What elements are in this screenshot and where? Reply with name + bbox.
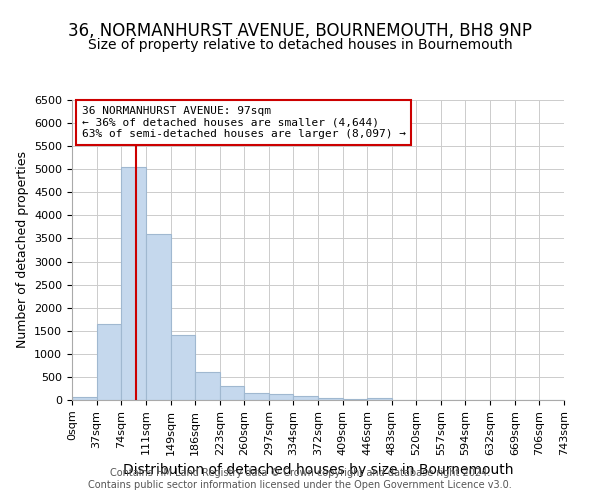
Bar (343, 399, 367, 400)
Bar (146, 234, 170, 400)
Bar (367, 398, 392, 400)
Y-axis label: Number of detached properties: Number of detached properties (16, 152, 29, 348)
Text: 36 NORMANHURST AVENUE: 97sqm
← 36% of detached houses are smaller (4,644)
63% of: 36 NORMANHURST AVENUE: 97sqm ← 36% of de… (82, 106, 406, 139)
Bar (293, 396, 319, 400)
Bar (170, 336, 195, 400)
Bar (319, 398, 343, 400)
Bar (121, 167, 146, 400)
X-axis label: Distribution of detached houses by size in Bournemouth: Distribution of detached houses by size … (123, 463, 513, 477)
Text: Contains HM Land Registry data © Crown copyright and database right 2024.
Contai: Contains HM Land Registry data © Crown c… (88, 468, 512, 490)
Bar (244, 393, 269, 400)
Bar (220, 386, 244, 400)
Text: Size of property relative to detached houses in Bournemouth: Size of property relative to detached ho… (88, 38, 512, 52)
Bar (269, 394, 293, 400)
Bar (195, 372, 220, 400)
Bar (72, 396, 97, 400)
Text: 36, NORMANHURST AVENUE, BOURNEMOUTH, BH8 9NP: 36, NORMANHURST AVENUE, BOURNEMOUTH, BH8… (68, 22, 532, 40)
Bar (97, 324, 121, 400)
